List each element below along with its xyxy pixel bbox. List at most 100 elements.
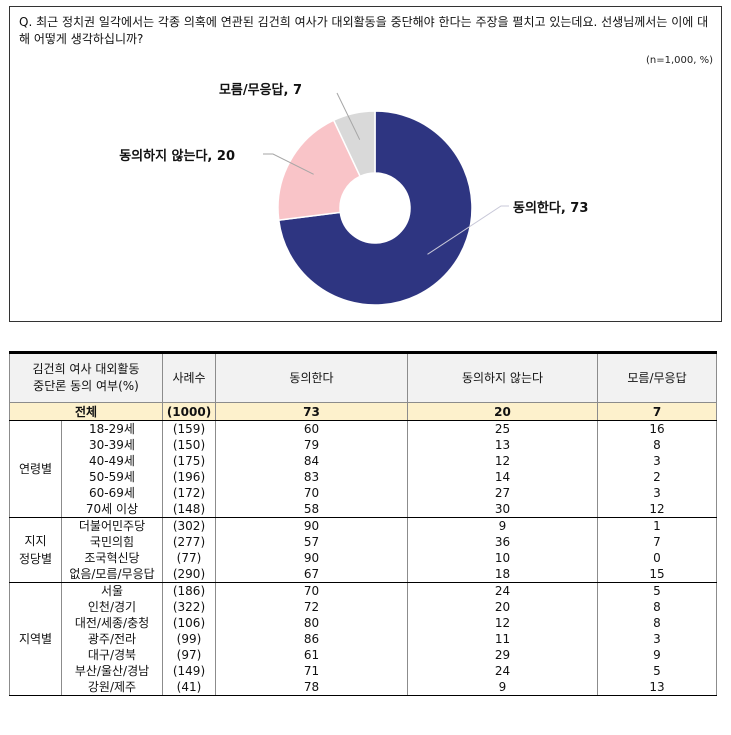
row-agree: 90 — [215, 550, 408, 566]
table-row: 강원/제주 (41) 78 9 13 — [10, 679, 717, 696]
row-label: 18-29세 — [61, 420, 163, 437]
row-unknown: 8 — [597, 615, 717, 631]
row-unknown: 5 — [597, 663, 717, 679]
row-agree: 58 — [215, 501, 408, 518]
row-disagree: 24 — [407, 582, 598, 599]
row-unknown: 13 — [597, 679, 717, 696]
total-row: 전체 (1000) 73 20 7 — [9, 402, 717, 421]
row-sample: (172) — [162, 485, 216, 501]
row-unknown: 12 — [597, 501, 717, 518]
table-row: 60-69세 (172) 70 27 3 — [10, 485, 717, 501]
row-unknown: 3 — [597, 631, 717, 647]
row-unknown: 8 — [597, 437, 717, 453]
row-unknown: 15 — [597, 566, 717, 583]
donut-slice — [332, 110, 376, 178]
row-agree: 70 — [215, 485, 408, 501]
row-agree: 83 — [215, 469, 408, 485]
total-agree: 73 — [215, 402, 408, 421]
row-sample: (277) — [162, 534, 216, 550]
table-row: 광주/전라 (99) 86 11 3 — [10, 631, 717, 647]
row-label: 강원/제주 — [61, 679, 163, 696]
row-sample: (99) — [162, 631, 216, 647]
row-sample: (159) — [162, 420, 216, 437]
table-row: 대구/경북 (97) 61 29 9 — [10, 647, 717, 663]
chart-panel: Q. 최근 정치권 일각에서는 각종 의혹에 연관된 김건희 여사가 대외활동을… — [9, 6, 722, 322]
row-unknown: 0 — [597, 550, 717, 566]
row-agree: 60 — [215, 420, 408, 437]
row-label: 더불어민주당 — [61, 517, 163, 534]
row-disagree: 13 — [407, 437, 598, 453]
row-disagree: 29 — [407, 647, 598, 663]
slice-label: 동의한다, 73 — [513, 200, 588, 216]
row-unknown: 16 — [597, 420, 717, 437]
row-sample: (97) — [162, 647, 216, 663]
group-label-line: 정당별 — [18, 552, 53, 566]
leader-line — [263, 153, 314, 175]
row-sample: (106) — [162, 615, 216, 631]
row-label: 광주/전라 — [61, 631, 163, 647]
row-disagree: 27 — [407, 485, 598, 501]
row-label: 대전/세종/충청 — [61, 615, 163, 631]
leader-line — [336, 92, 361, 140]
row-disagree: 12 — [407, 453, 598, 469]
table-row: 지지 정당별 더불어민주당 (302) 90 9 1 — [9, 517, 717, 583]
group-label-line: 지지 — [24, 534, 47, 548]
col-header-unknown: 모름/무응답 — [597, 352, 717, 403]
row-sample: (290) — [162, 566, 216, 583]
row-label: 60-69세 — [61, 485, 163, 501]
row-sample: (41) — [162, 679, 216, 696]
group-label-line: 지역별 — [18, 632, 53, 646]
row-label: 부산/울산/경남 — [61, 663, 163, 679]
row-label: 대구/경북 — [61, 647, 163, 663]
table-title-line2: 중단론 동의 여부(%) — [33, 379, 139, 393]
table-header-row: 김건희 여사 대외활동 중단론 동의 여부(%) 사례수 동의한다 동의하지 않… — [9, 352, 717, 403]
row-unknown: 1 — [597, 517, 717, 534]
row-sample: (149) — [162, 663, 216, 679]
row-disagree: 24 — [407, 663, 598, 679]
leader-line — [427, 205, 509, 255]
table-row: 지역별 서울 (186) 70 24 5 — [9, 582, 717, 696]
col-header-disagree: 동의하지 않는다 — [407, 352, 598, 403]
group-label-line: 연령별 — [18, 462, 53, 476]
row-label: 70세 이상 — [61, 501, 163, 518]
table-row: 70세 이상 (148) 58 30 12 — [10, 501, 717, 518]
sample-note: (n=1,000, %) — [645, 55, 713, 66]
row-sample: (322) — [162, 599, 216, 615]
row-label: 조국혁신당 — [61, 550, 163, 566]
row-label: 국민의힘 — [61, 534, 163, 550]
row-disagree: 10 — [407, 550, 598, 566]
row-disagree: 12 — [407, 615, 598, 631]
table-row: 30-39세 (150) 79 13 8 — [10, 437, 717, 453]
table-row: 국민의힘 (277) 57 36 7 — [10, 534, 717, 550]
row-sample: (186) — [162, 582, 216, 599]
row-sample: (175) — [162, 453, 216, 469]
row-sample: (196) — [162, 469, 216, 485]
slice-label: 모름/무응답, 7 — [219, 83, 302, 98]
row-agree: 70 — [215, 582, 408, 599]
table-title-line1: 김건희 여사 대외활동 — [32, 362, 140, 376]
table-row: 40-49세 (175) 84 12 3 — [10, 453, 717, 469]
row-label: 인천/경기 — [61, 599, 163, 615]
crosstab-table: 김건희 여사 대외활동 중단론 동의 여부(%) 사례수 동의한다 동의하지 않… — [9, 351, 717, 696]
total-disagree: 20 — [407, 402, 598, 421]
row-disagree: 20 — [407, 599, 598, 615]
table-row: 없음/모름/무응답 (290) 67 18 15 — [10, 566, 717, 583]
row-disagree: 36 — [407, 534, 598, 550]
table-row: 부산/울산/경남 (149) 71 24 5 — [10, 663, 717, 679]
table-row: 인천/경기 (322) 72 20 8 — [10, 599, 717, 615]
row-agree: 72 — [215, 599, 408, 615]
row-agree: 79 — [215, 437, 408, 453]
donut-chart: 동의한다, 73 동의하지 않는다, 20 모름/무응답, 7 — [119, 83, 588, 306]
row-agree: 61 — [215, 647, 408, 663]
row-agree: 84 — [215, 453, 408, 469]
row-label: 30-39세 — [61, 437, 163, 453]
row-unknown: 3 — [597, 453, 717, 469]
question-text: Q. 최근 정치권 일각에서는 각종 의혹에 연관된 김건희 여사가 대외활동을… — [19, 15, 709, 46]
row-disagree: 14 — [407, 469, 598, 485]
row-label: 없음/모름/무응답 — [61, 566, 163, 583]
row-unknown: 9 — [597, 647, 717, 663]
row-unknown: 8 — [597, 599, 717, 615]
row-unknown: 2 — [597, 469, 717, 485]
group-label: 연령별 — [9, 420, 62, 518]
row-disagree: 18 — [407, 566, 598, 583]
